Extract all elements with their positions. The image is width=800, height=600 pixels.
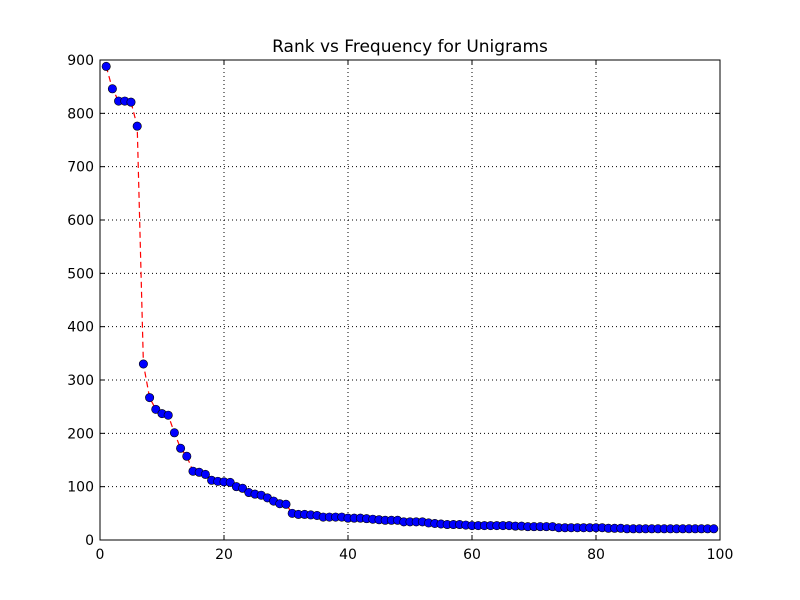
data-point bbox=[107, 84, 117, 94]
data-point bbox=[132, 121, 142, 131]
data-point bbox=[200, 469, 210, 479]
data-point bbox=[225, 477, 235, 487]
y-tick-label: 0 bbox=[85, 533, 94, 549]
y-tick-label: 400 bbox=[67, 320, 94, 336]
tick-layer: 0 20 40 60 80 100 0 100 200 300 400 500 600 700 800 900 bbox=[67, 53, 733, 563]
data-point bbox=[238, 483, 248, 493]
data-point bbox=[182, 451, 192, 461]
chart-title: Rank vs Frequency for Unigrams bbox=[272, 37, 548, 57]
y-tick-label: 900 bbox=[67, 53, 94, 69]
y-tick-label: 300 bbox=[67, 373, 94, 389]
x-tick-label: 20 bbox=[215, 547, 233, 563]
y-tick-label: 200 bbox=[67, 426, 94, 442]
x-tick-label: 60 bbox=[463, 547, 481, 563]
data-point bbox=[176, 443, 186, 453]
data-point bbox=[145, 393, 155, 403]
y-tick-label: 100 bbox=[67, 480, 94, 496]
data-point bbox=[138, 359, 148, 369]
y-tick-label: 500 bbox=[67, 266, 94, 282]
y-tick-label: 700 bbox=[67, 160, 94, 176]
plot-frame bbox=[99, 59, 721, 541]
x-tick-label: 80 bbox=[587, 547, 605, 563]
data-point bbox=[101, 61, 111, 71]
x-tick-label: 100 bbox=[707, 547, 734, 563]
x-tick-label: 0 bbox=[96, 547, 105, 563]
x-tick-label: 40 bbox=[339, 547, 357, 563]
data-point bbox=[709, 524, 719, 534]
series-marker-layer bbox=[101, 61, 719, 534]
data-point bbox=[169, 428, 179, 438]
data-point bbox=[126, 97, 136, 107]
y-tick-label: 800 bbox=[67, 106, 94, 122]
data-point bbox=[151, 404, 161, 414]
data-point bbox=[163, 410, 173, 420]
data-point bbox=[281, 499, 291, 509]
y-tick-label: 600 bbox=[67, 213, 94, 229]
grid-layer bbox=[100, 60, 720, 540]
